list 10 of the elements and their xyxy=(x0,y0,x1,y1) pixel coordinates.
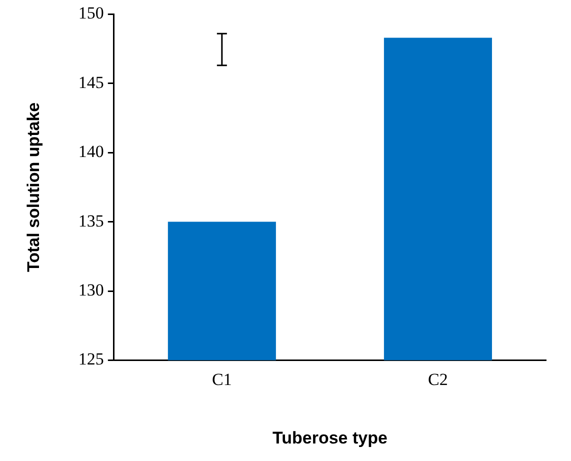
y-tick-label: 140 xyxy=(78,142,104,162)
x-axis-title: Tuberose type xyxy=(272,428,388,448)
y-axis-title: Total solution uptake xyxy=(24,102,43,272)
y-tick-label: 145 xyxy=(78,72,104,92)
x-tick-label: C1 xyxy=(212,370,232,389)
y-tick-label: 125 xyxy=(78,350,104,369)
x-tick-label: C2 xyxy=(428,370,448,389)
y-tick-label: 150 xyxy=(78,4,104,23)
y-tick-label: 130 xyxy=(78,280,104,300)
y-tick-label: 135 xyxy=(78,211,104,230)
